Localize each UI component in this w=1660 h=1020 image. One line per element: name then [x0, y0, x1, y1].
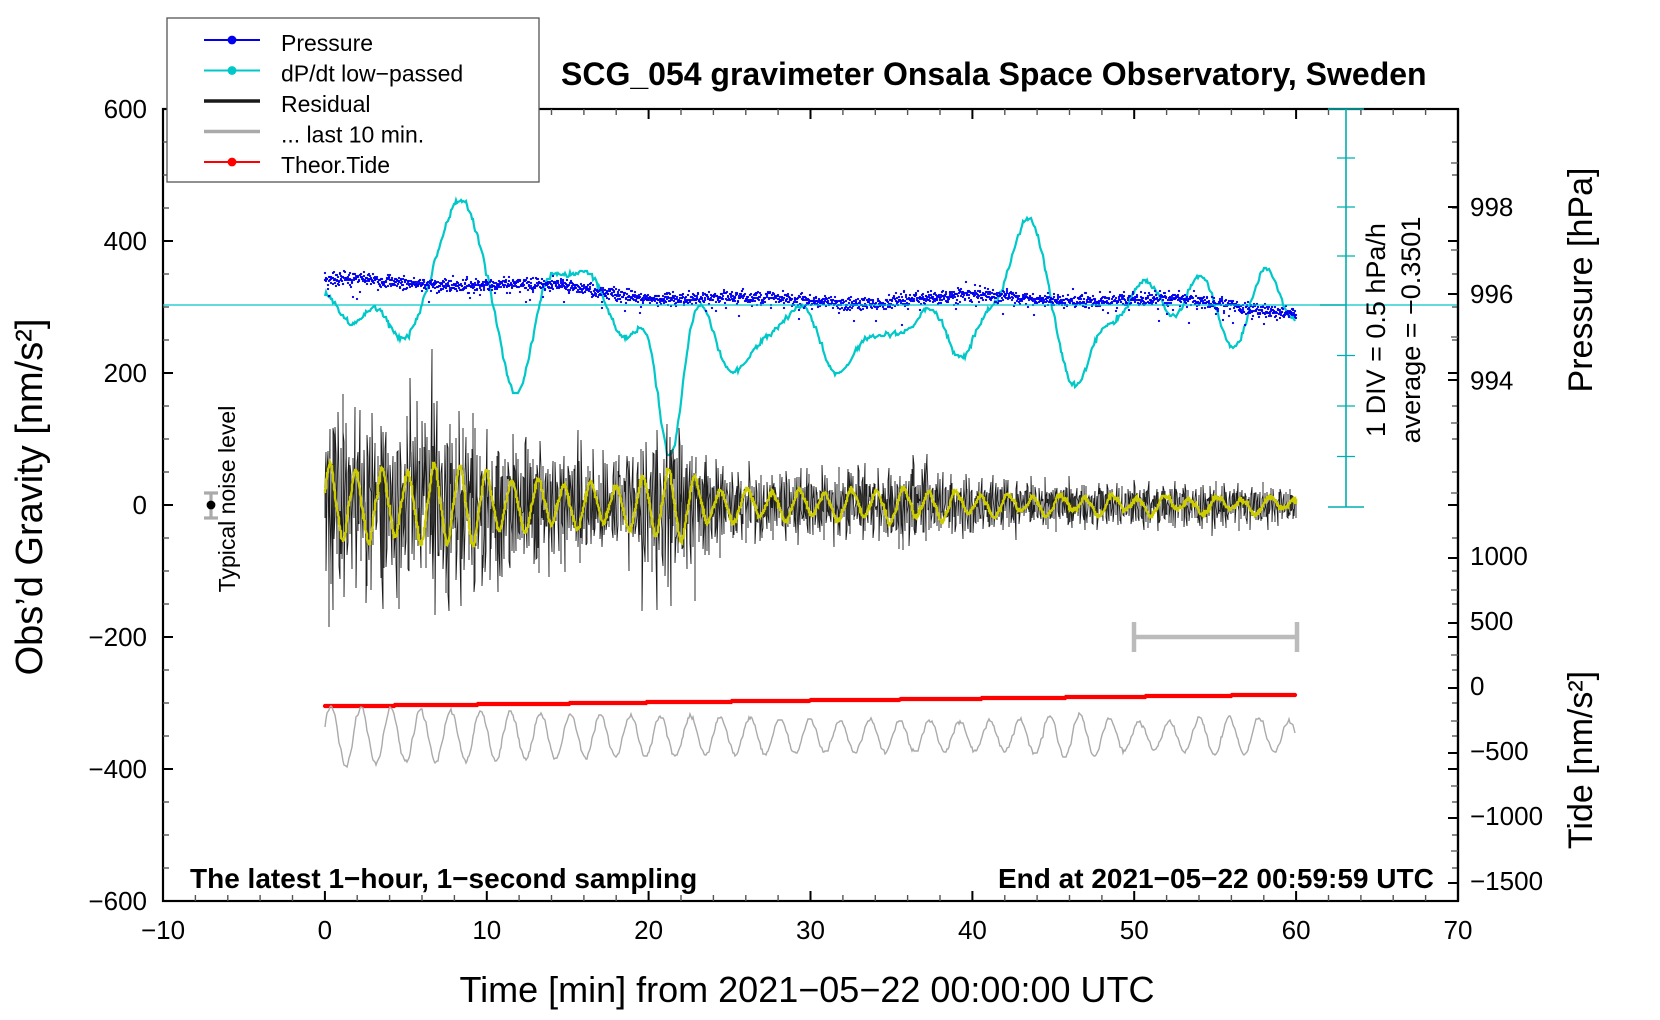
- svg-text:200: 200: [104, 358, 147, 388]
- svg-text:Typical noise level: Typical noise level: [214, 406, 240, 593]
- svg-text:20: 20: [634, 915, 663, 945]
- svg-text:500: 500: [1470, 606, 1513, 636]
- svg-text:40: 40: [958, 915, 987, 945]
- svg-text:End at 2021−05−22 00:59:59 UTC: End at 2021−05−22 00:59:59 UTC: [998, 863, 1434, 894]
- svg-text:Time [min] from 2021−05−22 00:: Time [min] from 2021−05−22 00:00:00 UTC: [459, 969, 1154, 1010]
- svg-text:... last 10 min.: ... last 10 min.: [281, 122, 424, 148]
- svg-text:−600: −600: [88, 886, 147, 916]
- svg-text:Obs’d Gravity [nm/s²]: Obs’d Gravity [nm/s²]: [9, 319, 51, 676]
- svg-text:−1000: −1000: [1470, 801, 1543, 831]
- svg-text:994: 994: [1470, 366, 1513, 396]
- svg-text:dP/dt low−passed: dP/dt low−passed: [281, 61, 463, 87]
- svg-text:Residual: Residual: [281, 91, 371, 117]
- svg-text:−500: −500: [1470, 736, 1529, 766]
- svg-text:−10: −10: [141, 915, 185, 945]
- svg-text:998: 998: [1470, 192, 1513, 222]
- svg-text:−400: −400: [88, 754, 147, 784]
- svg-text:0: 0: [318, 915, 332, 945]
- svg-text:60: 60: [1282, 915, 1311, 945]
- svg-text:10: 10: [472, 915, 501, 945]
- svg-text:Pressure [hPa]: Pressure [hPa]: [1562, 168, 1600, 393]
- svg-text:600: 600: [104, 94, 147, 124]
- svg-text:−200: −200: [88, 622, 147, 652]
- svg-text:996: 996: [1470, 279, 1513, 309]
- svg-text:400: 400: [104, 226, 147, 256]
- svg-text:Theor.Tide: Theor.Tide: [281, 152, 390, 178]
- svg-text:70: 70: [1444, 915, 1473, 945]
- svg-text:0: 0: [133, 490, 147, 520]
- svg-text:0: 0: [1470, 671, 1484, 701]
- svg-text:The latest 1−hour, 1−second sa: The latest 1−hour, 1−second sampling: [190, 863, 697, 894]
- svg-text:Pressure: Pressure: [281, 30, 373, 56]
- svg-text:SCG_054 gravimeter Onsala Spac: SCG_054 gravimeter Onsala Space Observat…: [561, 56, 1427, 92]
- svg-text:1000: 1000: [1470, 541, 1528, 571]
- svg-text:−1500: −1500: [1470, 866, 1543, 896]
- svg-text:Tide [nm/s²]: Tide [nm/s²]: [1562, 671, 1600, 849]
- svg-text:50: 50: [1120, 915, 1149, 945]
- svg-text:30: 30: [796, 915, 825, 945]
- svg-text:average = −0.3501: average = −0.3501: [1396, 217, 1426, 444]
- svg-text:1 DIV = 0.5 hPa/h: 1 DIV = 0.5 hPa/h: [1361, 223, 1391, 437]
